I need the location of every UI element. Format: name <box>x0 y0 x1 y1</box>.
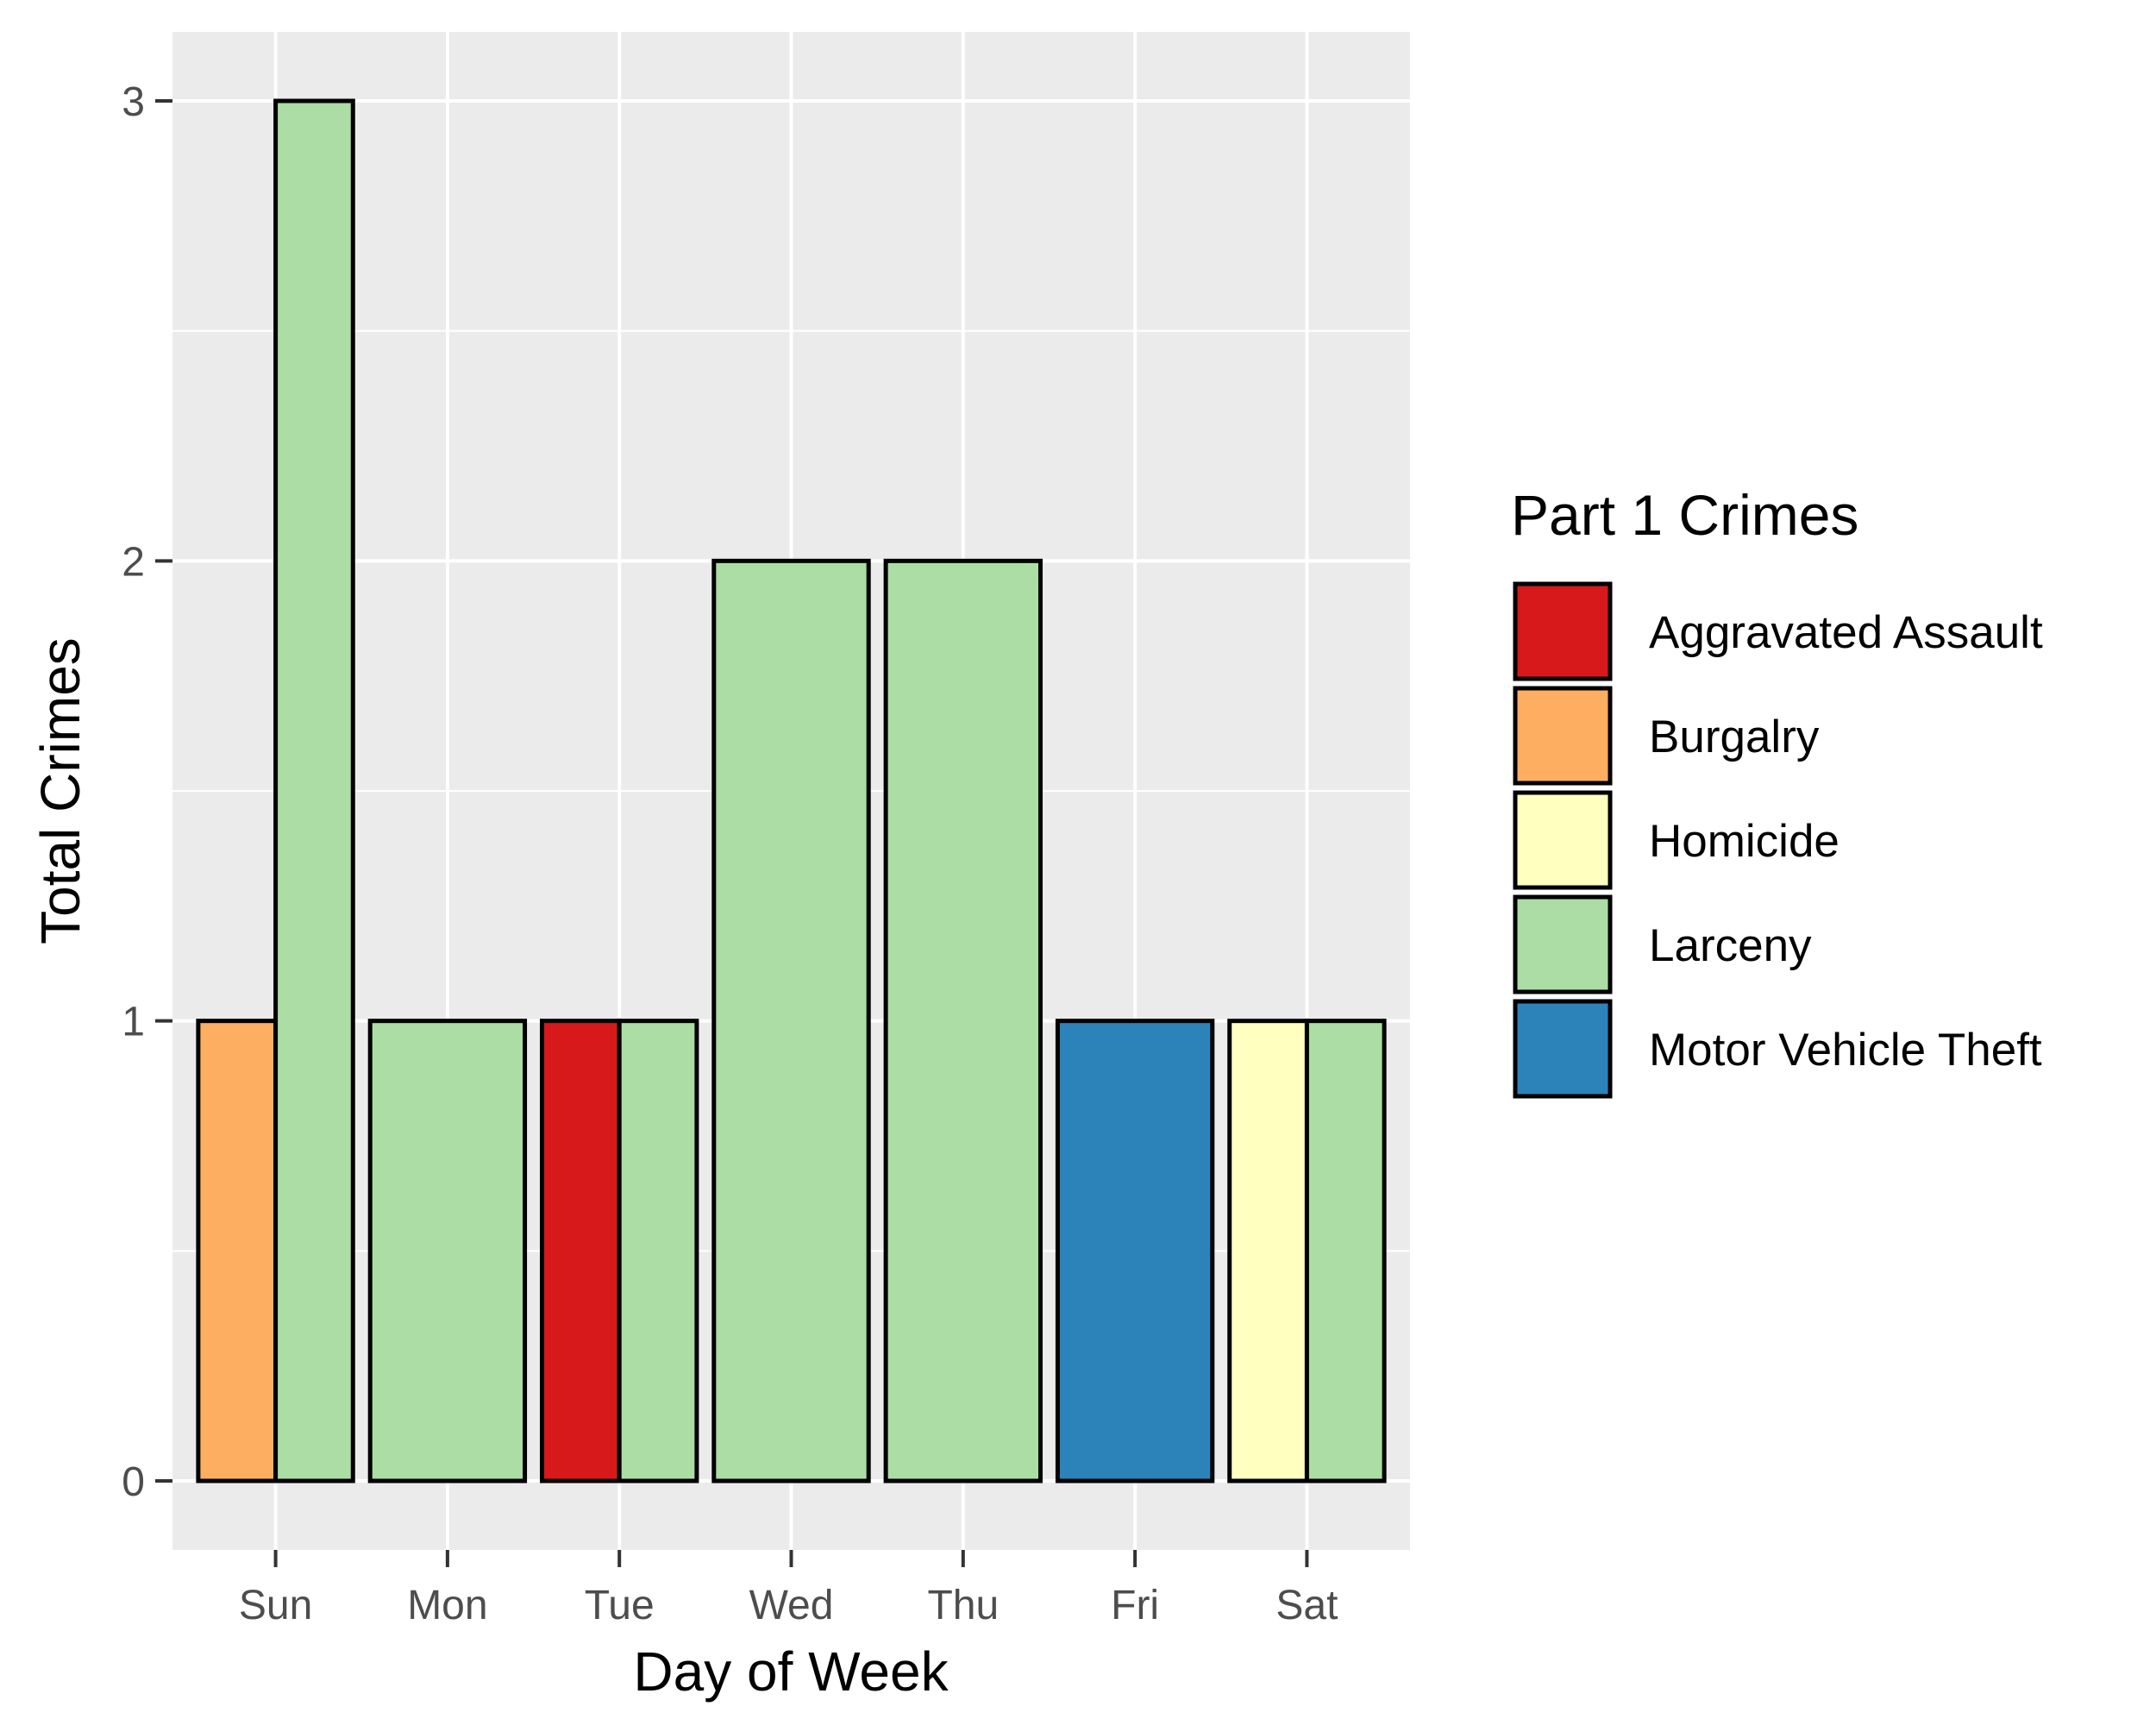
x-tick-label-tue: Tue <box>585 1583 655 1628</box>
y-tick-label: 3 <box>122 79 145 125</box>
x-axis-title: Day of Week <box>633 1640 949 1703</box>
legend-label: Homicide <box>1649 816 1839 867</box>
bar-fri-motor-vehicle-theft <box>1055 1019 1215 1484</box>
x-tick-label-sat: Sat <box>1275 1583 1338 1628</box>
legend-label: Motor Vehicle Theft <box>1649 1025 2042 1076</box>
x-tick-label-wed: Wed <box>749 1583 834 1628</box>
x-tick-label-thu: Thu <box>927 1583 999 1628</box>
legend-label: Burgalry <box>1649 712 1820 762</box>
bar-sun-larceny <box>273 98 355 1484</box>
legend-label: Larceny <box>1649 920 1812 971</box>
x-tick-label-mon: Mon <box>407 1583 487 1628</box>
x-tick-label-fri: Fri <box>1111 1583 1159 1628</box>
legend: Part 1 Crimes Aggravated Assault Burgalry… <box>1511 483 2043 1099</box>
y-axis: 0 1 2 3 <box>122 79 172 1505</box>
y-tick-label: 2 <box>122 539 145 585</box>
bar-sat-larceny <box>1304 1019 1387 1484</box>
legend-title: Part 1 Crimes <box>1511 483 1858 547</box>
legend-label: Aggravated Assault <box>1649 607 2043 658</box>
legend-key-homicide <box>1513 790 1613 890</box>
legend-key-aggravated-assault <box>1513 581 1613 681</box>
bar-wed-larceny <box>711 558 871 1484</box>
y-tick-label: 0 <box>122 1459 145 1505</box>
bar-sun-burgalry <box>196 1019 279 1484</box>
bar-mon-larceny <box>367 1019 528 1484</box>
bar-tue-larceny <box>617 1019 699 1484</box>
x-tick-label-sun: Sun <box>239 1583 312 1628</box>
bar-thu-larceny <box>883 558 1043 1484</box>
bar-sat-homicide <box>1227 1019 1309 1484</box>
y-axis-title: Total Crimes <box>29 637 91 944</box>
y-tick-label: 1 <box>122 1000 145 1045</box>
legend-key-burgalry <box>1513 686 1613 786</box>
legend-key-larceny <box>1513 894 1613 994</box>
bars <box>196 98 1387 1484</box>
x-axis: Sun Mon Tue Wed Thu Fri Sat <box>239 1550 1338 1628</box>
legend-key-motor-vehicle-theft <box>1513 999 1613 1099</box>
bar-tue-aggravated-assault <box>540 1019 622 1484</box>
